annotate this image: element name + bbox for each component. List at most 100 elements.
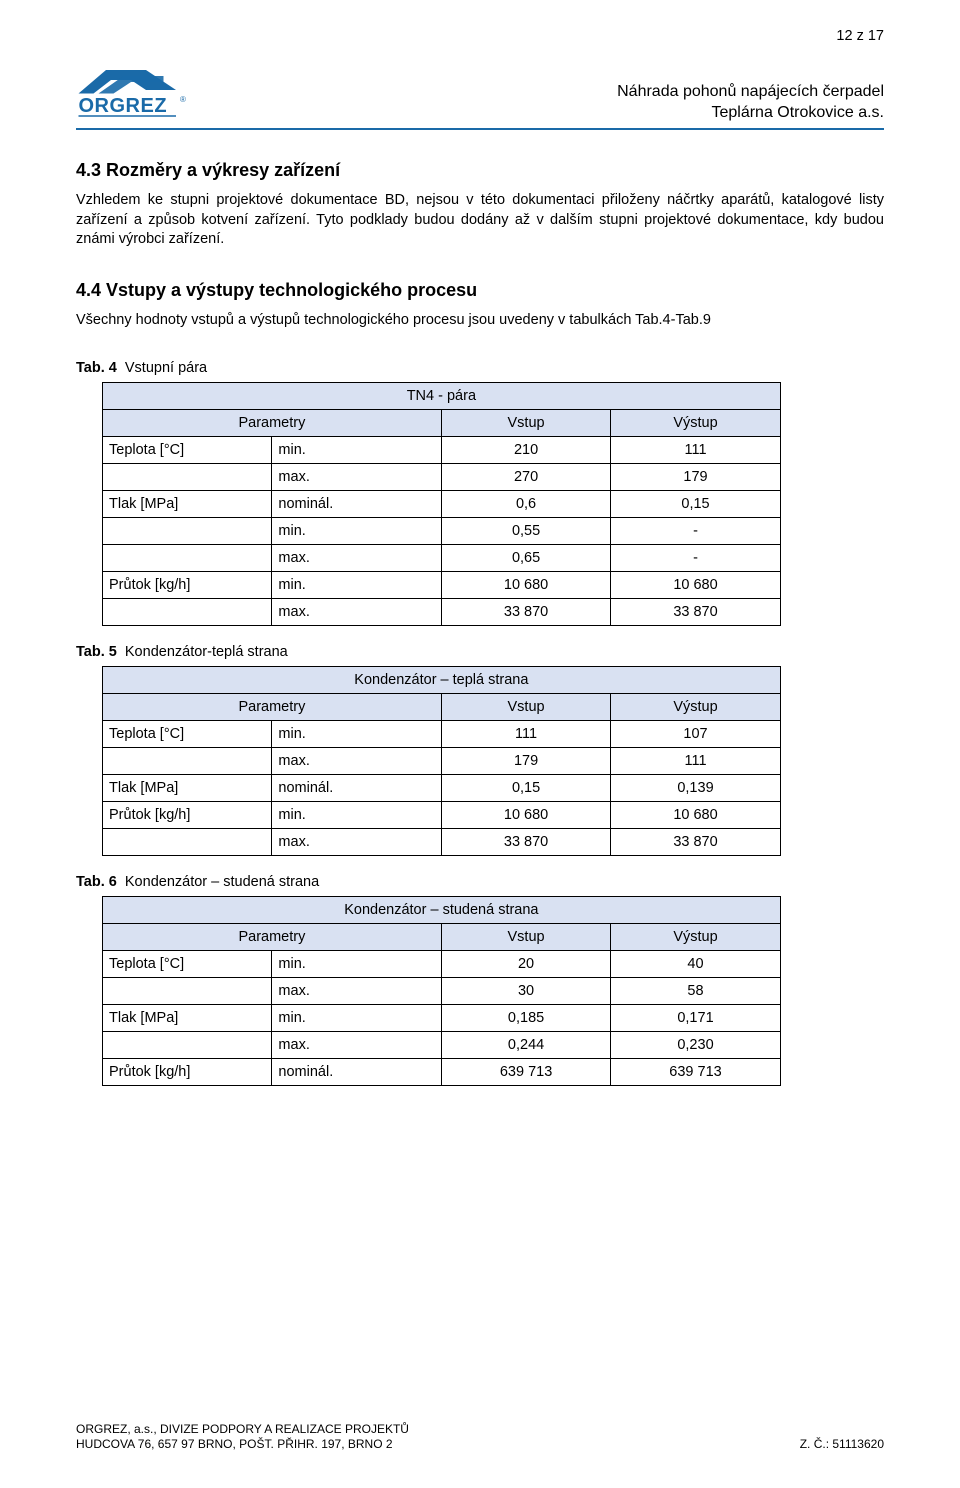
document-header: ORGREZ ® Náhrada pohonů napájecích čerpa…	[76, 66, 884, 130]
table-cell-vystup: 639 713	[611, 1059, 780, 1086]
table-cell-vstup: 30	[441, 978, 610, 1005]
svg-text:ORGREZ: ORGREZ	[79, 95, 168, 117]
table-cell-sub: nominál.	[272, 1059, 441, 1086]
table-tab4: TN4 - pára Parametry Vstup Výstup Teplot…	[102, 382, 781, 626]
orgrez-logo-icon: ORGREZ ®	[76, 66, 251, 120]
table-cell-param	[103, 978, 272, 1005]
section-4-3: 4.3 Rozměry a výkresy zařízení Vzhledem …	[76, 160, 884, 250]
table-cell-vstup: 0,244	[441, 1032, 610, 1059]
table-cell-sub: min.	[272, 572, 441, 599]
table-cell-vstup: 0,55	[441, 518, 610, 545]
table-cell-vystup: -	[611, 518, 780, 545]
tab6-caption: Tab. 6 Kondenzátor – studená strana	[76, 874, 884, 890]
table-cell-param	[103, 518, 272, 545]
tab6-body: Teplota [°C]min.2040 max.3058 Tlak [MPa]mi…	[103, 951, 781, 1086]
table-cell-vstup: 33 870	[441, 599, 610, 626]
content-area: 4.3 Rozměry a výkresy zařízení Vzhledem …	[76, 160, 884, 1086]
table-cell-vystup: 0,15	[611, 491, 780, 518]
table-cell-vystup: 10 680	[611, 802, 780, 829]
tab4-col-vstup: Vstup	[441, 410, 610, 437]
table-cell-vystup: 111	[611, 748, 780, 775]
table-cell-sub: max.	[272, 829, 441, 856]
tab6-col-vystup: Výstup	[611, 924, 780, 951]
table-cell-sub: max.	[272, 599, 441, 626]
table-tab6: Kondenzátor – studená strana Parametry V…	[102, 896, 781, 1086]
table-cell-vstup: 639 713	[441, 1059, 610, 1086]
paragraph-4-3: Vzhledem ke stupni projektové dokumentac…	[76, 191, 884, 250]
table-cell-vystup: 0,139	[611, 775, 780, 802]
heading-4-3: 4.3 Rozměry a výkresy zařízení	[76, 160, 884, 181]
table-cell-vstup: 111	[441, 721, 610, 748]
table-cell-vstup: 0,185	[441, 1005, 610, 1032]
footer-right: Z. Č.: 51113620	[800, 1437, 884, 1452]
table-cell-vystup: 179	[611, 464, 780, 491]
table-cell-sub: min.	[272, 802, 441, 829]
table-cell-vystup: 40	[611, 951, 780, 978]
table-cell-param	[103, 1032, 272, 1059]
table-cell-sub: min.	[272, 437, 441, 464]
tab4-caption-prefix: Tab. 4	[76, 360, 117, 376]
tab6-caption-text: Kondenzátor – studená strana	[125, 874, 319, 890]
table-cell-vystup: 111	[611, 437, 780, 464]
tab5-col-param: Parametry	[103, 694, 442, 721]
tab5-col-vstup: Vstup	[441, 694, 610, 721]
tab4-title: TN4 - pára	[103, 383, 781, 410]
tab5-caption: Tab. 5 Kondenzátor-teplá strana	[76, 644, 884, 660]
table-cell-vstup: 0,65	[441, 545, 610, 572]
header-title-block: Náhrada pohonů napájecích čerpadel Teplá…	[617, 81, 884, 124]
table-cell-sub: min.	[272, 1005, 441, 1032]
footer-left: ORGREZ, a.s., DIVIZE PODPORY A REALIZACE…	[76, 1422, 409, 1452]
tab5-caption-text: Kondenzátor-teplá strana	[125, 644, 288, 660]
table-cell-sub: max.	[272, 545, 441, 572]
table-cell-param: Teplota [°C]	[103, 437, 272, 464]
footer-left-line1: ORGREZ, a.s., DIVIZE PODPORY A REALIZACE…	[76, 1422, 409, 1437]
footer: ORGREZ, a.s., DIVIZE PODPORY A REALIZACE…	[76, 1422, 884, 1452]
table-cell-vystup: 0,230	[611, 1032, 780, 1059]
table-cell-param: Teplota [°C]	[103, 951, 272, 978]
table-cell-vstup: 20	[441, 951, 610, 978]
table-cell-vstup: 10 680	[441, 572, 610, 599]
table-cell-param	[103, 748, 272, 775]
table-cell-sub: max.	[272, 978, 441, 1005]
table-cell-param	[103, 599, 272, 626]
table-cell-vystup: 58	[611, 978, 780, 1005]
table-cell-param: Tlak [MPa]	[103, 491, 272, 518]
tab6-col-vstup: Vstup	[441, 924, 610, 951]
tab4-body: Teplota [°C]min.210111max.270179Tlak [MP…	[103, 437, 781, 626]
table-cell-vstup: 270	[441, 464, 610, 491]
table-cell-vstup: 179	[441, 748, 610, 775]
table-cell-param	[103, 829, 272, 856]
logo: ORGREZ ®	[76, 66, 251, 124]
table-cell-sub: nominál.	[272, 775, 441, 802]
table-cell-vystup: 33 870	[611, 829, 780, 856]
tab5-caption-prefix: Tab. 5	[76, 644, 117, 660]
table-cell-param: Tlak [MPa]	[103, 775, 272, 802]
tab4-col-param: Parametry	[103, 410, 442, 437]
tab6-col-param: Parametry	[103, 924, 442, 951]
table-cell-sub: min.	[272, 951, 441, 978]
svg-text:®: ®	[180, 95, 186, 104]
heading-4-4: 4.4 Vstupy a výstupy technologického pro…	[76, 280, 884, 301]
table-cell-vystup: 10 680	[611, 572, 780, 599]
table-cell-param: Teplota [°C]	[103, 721, 272, 748]
table-cell-vystup: 107	[611, 721, 780, 748]
page-number: 12 z 17	[836, 28, 884, 44]
table-cell-vystup: 0,171	[611, 1005, 780, 1032]
tab4-caption-text: Vstupní pára	[125, 360, 207, 376]
table-cell-vystup: 33 870	[611, 599, 780, 626]
table-cell-vstup: 210	[441, 437, 610, 464]
table-cell-sub: min.	[272, 518, 441, 545]
table-cell-vstup: 0,15	[441, 775, 610, 802]
table-cell-vstup: 0,6	[441, 491, 610, 518]
tab4-col-vystup: Výstup	[611, 410, 780, 437]
table-cell-vystup: -	[611, 545, 780, 572]
section-4-4: 4.4 Vstupy a výstupy technologického pro…	[76, 280, 884, 331]
tab6-caption-prefix: Tab. 6	[76, 874, 117, 890]
tab5-title: Kondenzátor – teplá strana	[103, 667, 781, 694]
tab5-body: Teplota [°C]min.111107max.179111Tlak [MP…	[103, 721, 781, 856]
table-cell-param: Tlak [MPa]	[103, 1005, 272, 1032]
table-cell-sub: min.	[272, 721, 441, 748]
table-tab5: Kondenzátor – teplá strana Parametry Vst…	[102, 666, 781, 856]
table-cell-sub: max.	[272, 464, 441, 491]
table-cell-vstup: 33 870	[441, 829, 610, 856]
